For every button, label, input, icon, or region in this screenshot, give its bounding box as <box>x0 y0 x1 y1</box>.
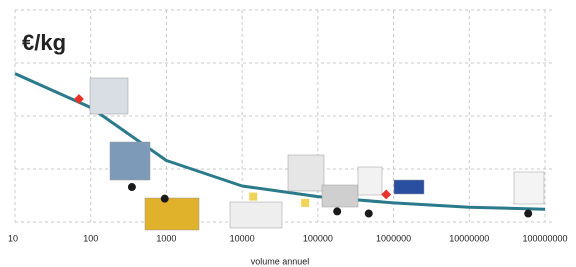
point <box>381 189 391 199</box>
x-axis-label: volume annuel <box>251 256 310 266</box>
washer-icon <box>358 167 382 195</box>
router-icon <box>394 180 424 194</box>
x-tick-label: 10000 <box>230 233 255 243</box>
point <box>365 210 373 218</box>
tram-icon <box>110 142 150 180</box>
x-tick-label: 10000000 <box>449 233 489 243</box>
point <box>161 195 169 203</box>
breaker-icon <box>514 172 544 204</box>
x-tick-label: 10 <box>8 233 18 243</box>
x-tick-label: 1000 <box>156 233 176 243</box>
train-icon <box>90 78 128 114</box>
point <box>128 183 136 191</box>
car-icon <box>322 185 358 207</box>
suv-icon <box>230 202 282 228</box>
point <box>301 199 309 207</box>
cabinet-icon <box>288 155 324 191</box>
chart: €/kg volume annuel 10 100 1000 10000 100000 1… <box>0 0 576 267</box>
x-tick-label: 100000 <box>303 233 333 243</box>
x-tick-label: 100 <box>83 233 98 243</box>
x-tick-label: 1000000 <box>376 233 411 243</box>
chart-title: €/kg <box>22 30 66 55</box>
x-tick-label: 100000000 <box>522 233 567 243</box>
excavator-icon <box>145 198 199 230</box>
point <box>333 207 341 215</box>
point <box>524 210 532 218</box>
point <box>249 193 257 201</box>
